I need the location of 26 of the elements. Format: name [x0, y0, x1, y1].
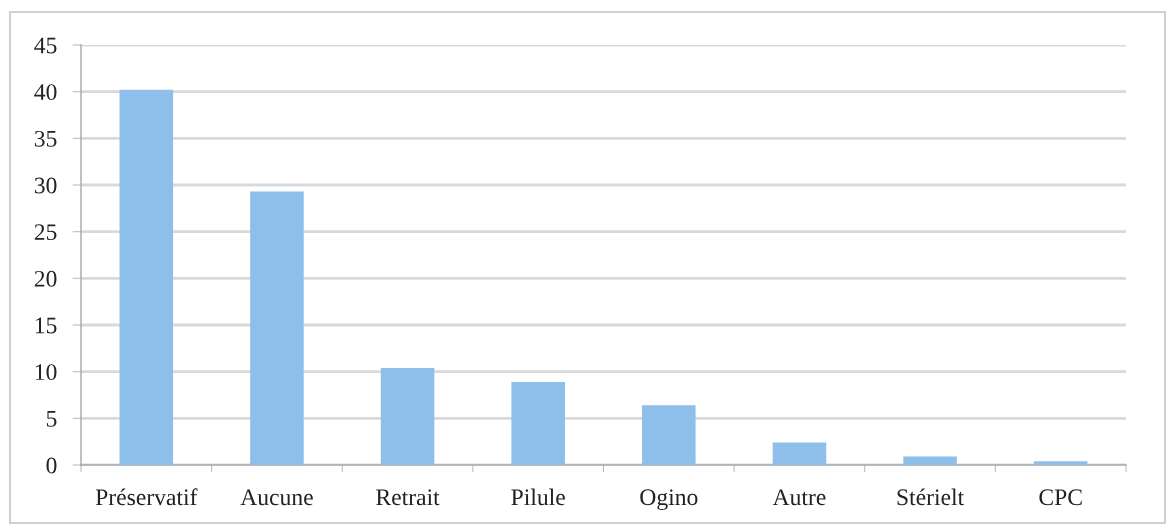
y-tick-label: 15	[35, 317, 57, 334]
y-tick-label: 10	[35, 364, 57, 381]
y-tick-label: 35	[34, 130, 57, 147]
x-tick-label: Ogino	[640, 489, 698, 511]
x-tick-label: Aucune	[240, 489, 313, 506]
x-tick-label: Pilule	[511, 488, 565, 506]
x-tick-label: CPC	[1039, 489, 1082, 506]
x-tick-label: Autre	[772, 489, 826, 506]
bar	[119, 89, 174, 465]
y-tick-label: 40	[34, 84, 57, 101]
y-tick-label: 45	[34, 37, 57, 54]
y-tick-label: 5	[46, 411, 57, 427]
bar	[772, 442, 827, 465]
x-tick-label: Préservatif	[95, 488, 198, 506]
y-tick-label: 25	[34, 224, 57, 241]
x-tick-label: Stérielt	[897, 488, 965, 506]
y-tick-label: 0	[46, 457, 57, 474]
bar	[903, 456, 957, 465]
x-tick-label: Retrait	[376, 489, 440, 506]
bar	[1033, 461, 1088, 465]
bar	[380, 367, 435, 465]
bar	[250, 191, 304, 465]
y-tick-label: 20	[34, 270, 57, 287]
bar	[642, 405, 696, 465]
y-tick-label: 30	[34, 177, 57, 194]
bar	[511, 381, 565, 465]
